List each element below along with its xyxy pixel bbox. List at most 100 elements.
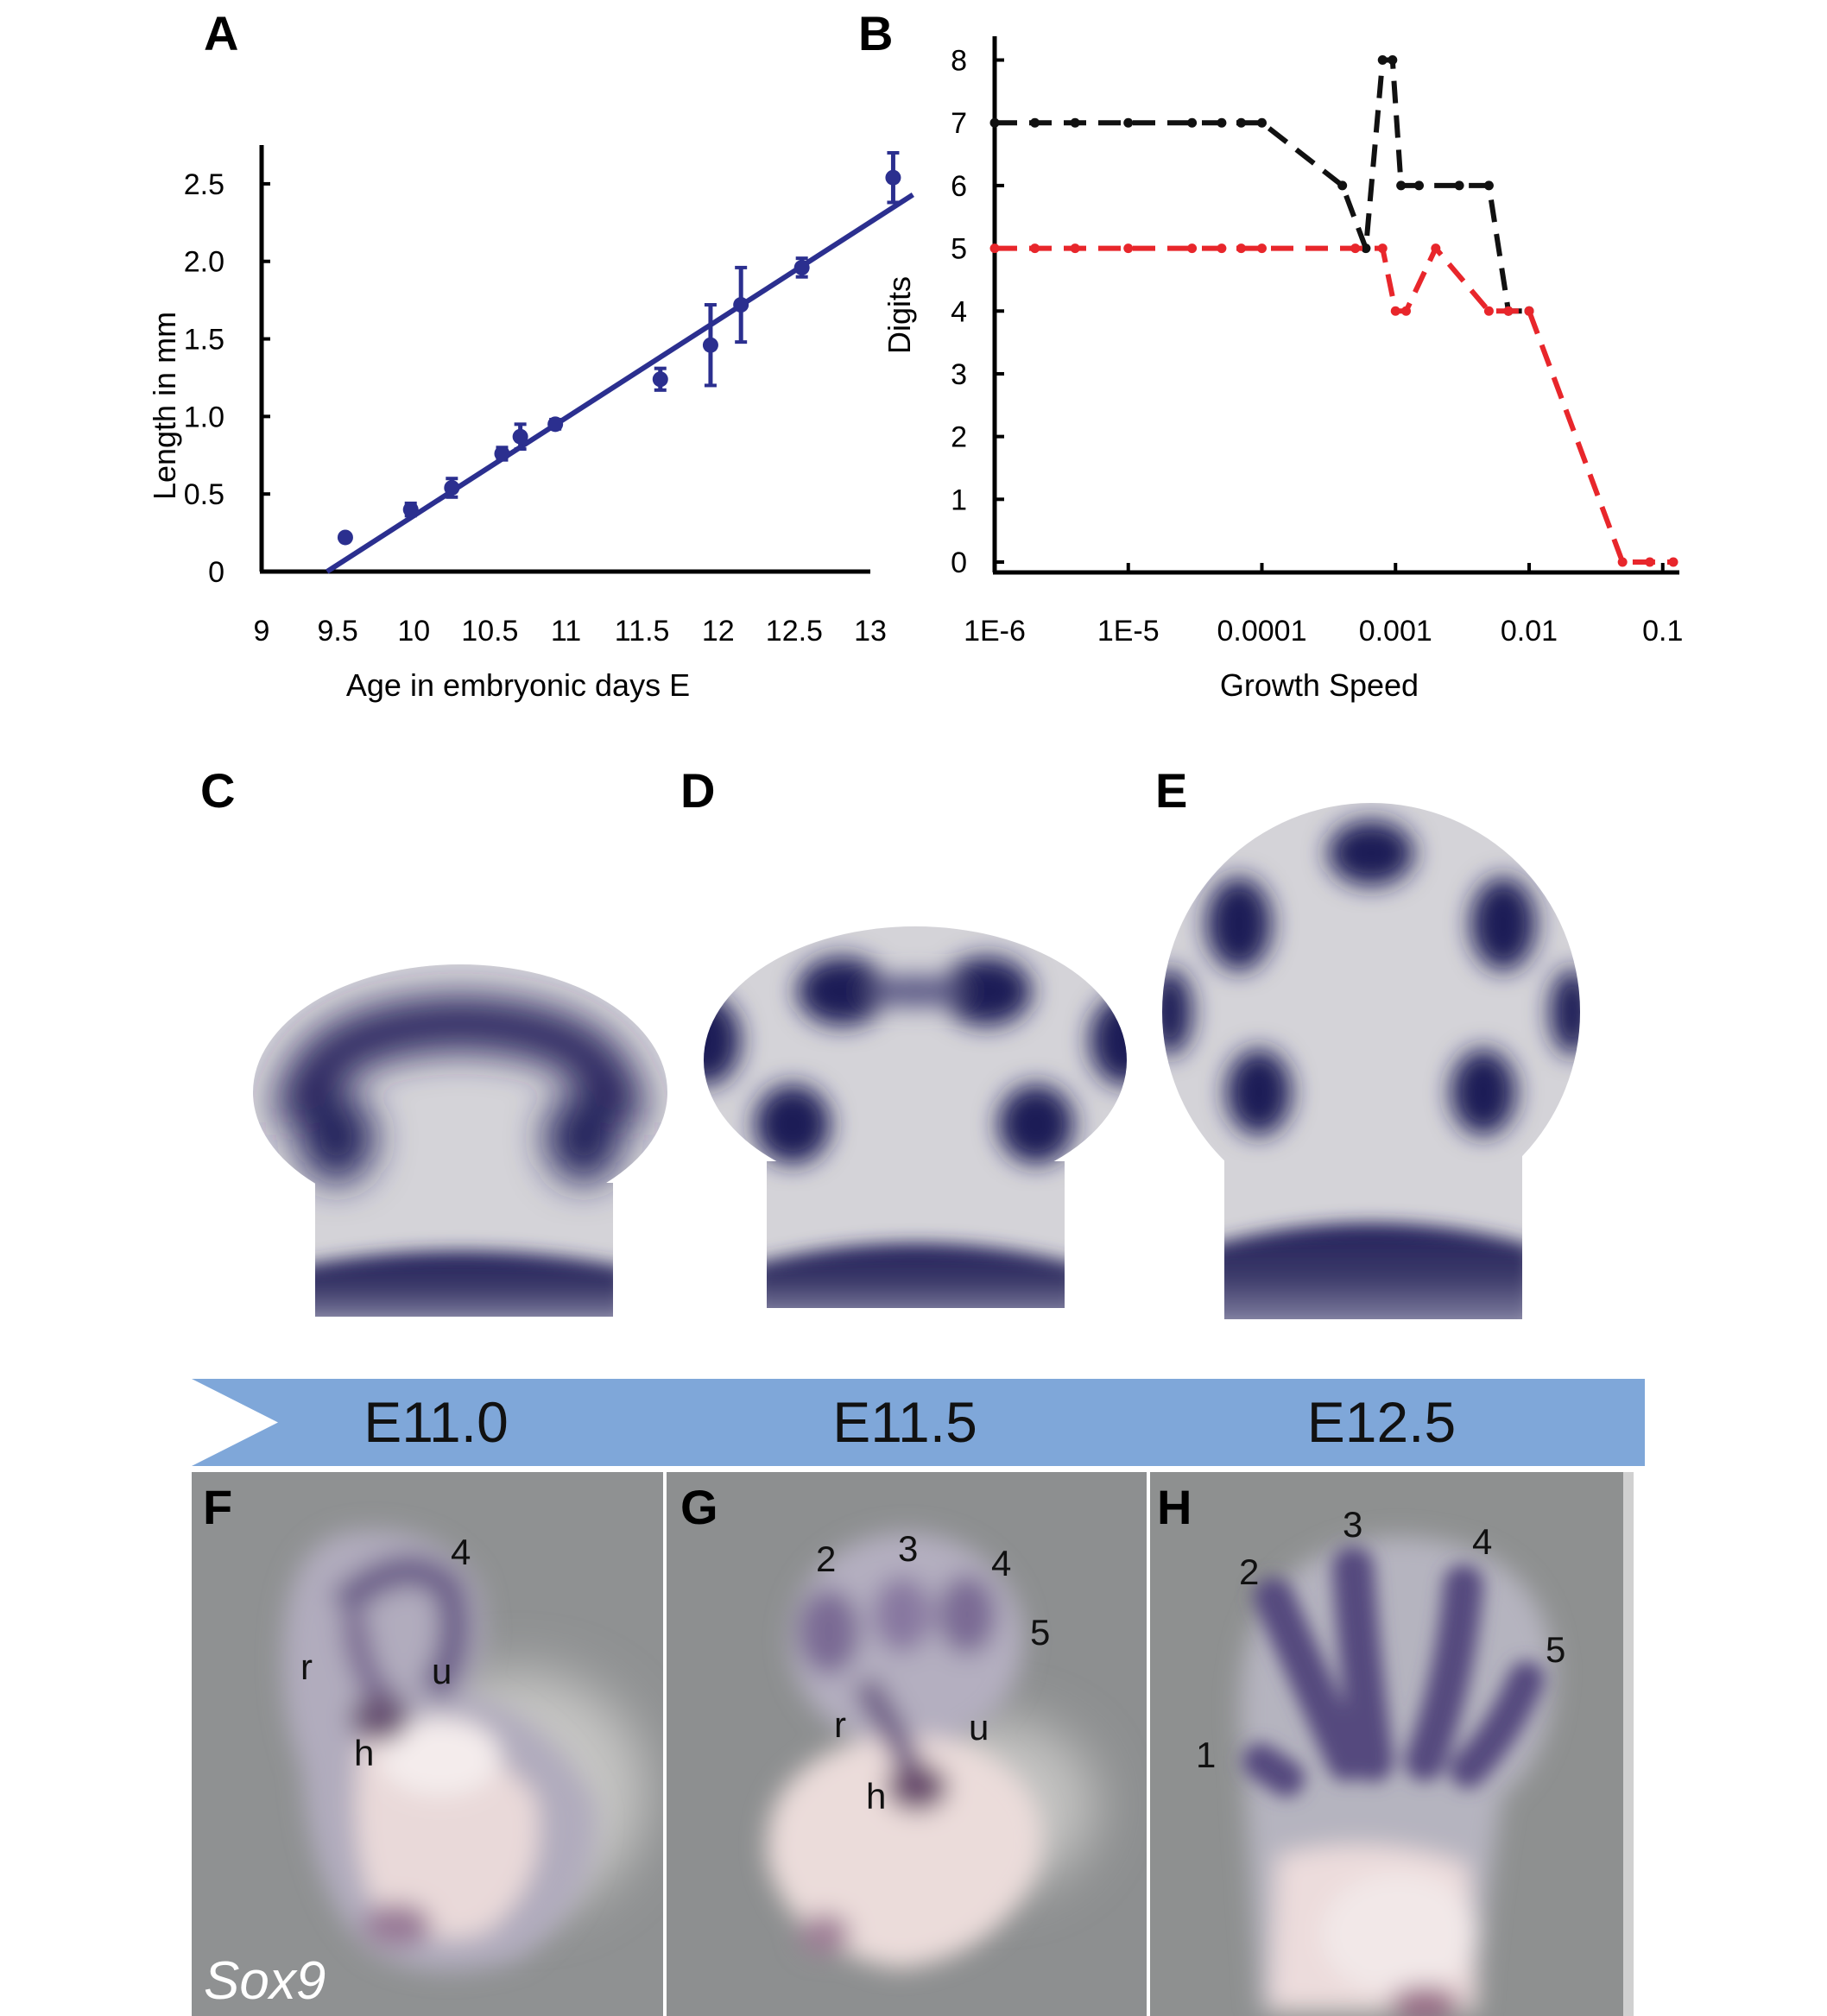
- chart-b-x-label: Growth Speed: [1220, 667, 1419, 703]
- chart-b-series-red: [995, 243, 1673, 565]
- chart-a-x-tick-label: 12.5: [766, 615, 823, 648]
- photo-h: H 1 2 3 4 5: [1150, 1472, 1634, 2016]
- photo-h-digit-3: 3: [1343, 1504, 1362, 1545]
- chart-b-point-black: [1123, 117, 1134, 128]
- photo-f-radius-label: r: [300, 1646, 313, 1687]
- photo-g-humerus-label: h: [866, 1776, 886, 1817]
- chart-b-point-red: [1483, 306, 1494, 316]
- photo-g-digit-5: 5: [1030, 1612, 1050, 1653]
- chart-b-x-tick-label: 0.001: [1359, 615, 1432, 648]
- timeline-arrow: E11.0 E11.5 E12.5: [192, 1379, 1645, 1466]
- chart-a-data-point: [733, 297, 749, 313]
- chart-b-point-black: [1236, 117, 1247, 128]
- simulation-d: [704, 926, 1127, 1308]
- photo-f-digit-4: 4: [451, 1532, 471, 1572]
- gene-label-sox9: Sox9: [204, 1951, 326, 2011]
- chart-a-x-tick-label: 11: [551, 615, 581, 648]
- chart-b-y-tick-label: 1: [951, 483, 967, 516]
- chart-b-y-tick-label: 3: [951, 358, 967, 391]
- chart-b-y-label: Digits: [882, 276, 917, 354]
- chart-b-point-red: [1503, 306, 1514, 316]
- chart-b-point-black: [1396, 180, 1407, 191]
- chart-b-point-red: [1401, 306, 1412, 316]
- photo-h-digit-4: 4: [1472, 1521, 1492, 1562]
- chart-b-point-black: [1388, 55, 1398, 66]
- chart-a-x-label: Age in embryonic days E: [346, 667, 690, 703]
- chart-b-x-tick-label: 1E-6: [964, 615, 1026, 648]
- chart-a-data-point: [444, 479, 460, 496]
- chart-b-point-black: [1413, 180, 1424, 191]
- chart-b-point-red: [1256, 243, 1267, 254]
- chart-b-point-black: [1454, 180, 1464, 191]
- photo-g-radius-label: r: [834, 1704, 846, 1745]
- chart-a-data-point: [547, 416, 564, 433]
- chart-b-point-black: [989, 117, 1000, 128]
- chart-b-y-tick-label: 6: [951, 170, 967, 203]
- chart-a-x-tick-label: 12: [702, 615, 735, 648]
- chart-b-point-red: [1070, 243, 1080, 254]
- chart-a-data-point: [512, 428, 528, 445]
- panel-label-b: B: [858, 6, 893, 60]
- chart-b-point-red: [1524, 306, 1534, 316]
- chart-a-y-tick-label: 2.5: [184, 168, 224, 201]
- chart-b-point-black: [1361, 243, 1371, 254]
- simulation-c: [253, 964, 667, 1317]
- chart-a-data-point: [793, 259, 810, 275]
- chart-b-point-red: [1236, 243, 1247, 254]
- chart-b-point-red: [1617, 557, 1628, 567]
- photo-g: G 2 3 4 5 r u h: [667, 1472, 1147, 2016]
- chart-a-x-tick-label: 10: [397, 615, 430, 648]
- chart-b-point-red: [1668, 557, 1678, 567]
- chart-b-y-tick-label: 2: [951, 421, 967, 454]
- chart-b-point-red: [1217, 243, 1227, 254]
- chart-b-point-red: [989, 243, 1000, 254]
- chart-b-point-black: [1187, 117, 1198, 128]
- photo-h-digit-2: 2: [1239, 1551, 1259, 1592]
- chart-a-y-tick-label: 1.5: [184, 324, 224, 357]
- photo-g-digit-3: 3: [898, 1528, 918, 1569]
- stage-label-e11-5: E11.5: [832, 1390, 977, 1454]
- chart-a-y-label: Length in mm: [147, 312, 182, 500]
- chart-b-point-red: [1645, 557, 1655, 567]
- chart-a-x-tick-label: 11.5: [615, 615, 670, 648]
- chart-a-data-point: [652, 371, 668, 388]
- photo-f-humerus-label: h: [354, 1733, 374, 1773]
- photo-g-digit-2: 2: [816, 1539, 836, 1579]
- chart-b-point-red: [1123, 243, 1134, 254]
- chart-b-point-red: [1350, 243, 1361, 254]
- chart-a-data-point: [337, 529, 353, 546]
- chart-a-data-point: [885, 169, 901, 186]
- panel-label-c: C: [200, 763, 235, 818]
- chart-b-point-red: [1431, 243, 1441, 254]
- chart-b-y-tick-label: 8: [951, 45, 967, 78]
- chart-a-data-point: [702, 337, 718, 353]
- chart-b-x-tick-label: 0.1: [1642, 615, 1683, 648]
- photo-h-digit-1: 1: [1196, 1735, 1216, 1775]
- chart-b-point-red: [1030, 243, 1040, 254]
- chart-a-x-tick-label: 13: [854, 615, 887, 648]
- chart-a-x-tick-label: 10.5: [461, 615, 518, 648]
- simulation-e: [1162, 803, 1580, 1319]
- photo-f-ulna-label: u: [432, 1651, 452, 1691]
- chart-b-point-black: [1217, 117, 1227, 128]
- panel-label-f: F: [203, 1480, 232, 1534]
- chart-b-y-tick-label: 4: [951, 295, 967, 328]
- chart-b-point-black: [1377, 55, 1388, 66]
- photo-g-ulna-label: u: [969, 1707, 989, 1747]
- chart-b-point-black: [1030, 117, 1040, 128]
- chart-a-data-point: [402, 502, 419, 518]
- chart-a-y-tick-label: 2.0: [184, 246, 224, 279]
- chart-a: A 9 9.5 10 10.5 11 11.5 12 12.5 13 0 0.5 1.0 1.5 2.0 2…: [147, 6, 914, 703]
- chart-b-x-tick-label: 1E-5: [1097, 615, 1160, 648]
- chart-b-point-red: [1187, 243, 1198, 254]
- photo-h-digit-5: 5: [1546, 1629, 1565, 1670]
- chart-b-y-tick-label: 0: [951, 547, 967, 579]
- chart-b-point-black: [1337, 180, 1348, 191]
- chart-b-point-black: [1483, 180, 1494, 191]
- panel-label-a: A: [204, 6, 238, 60]
- chart-b-x-tick-label: 0.0001: [1217, 615, 1306, 648]
- chart-b-point-red: [1390, 306, 1400, 316]
- chart-a-y-tick-label: 0.5: [184, 478, 224, 511]
- chart-b-x-tick-label: 0.01: [1501, 615, 1558, 648]
- photo-f: F 4 r u h Sox9: [192, 1472, 663, 2016]
